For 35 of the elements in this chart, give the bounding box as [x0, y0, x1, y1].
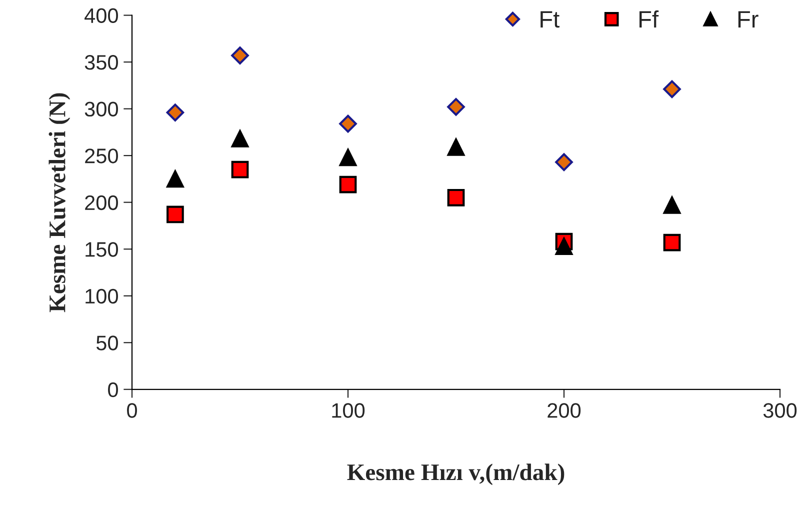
point	[663, 196, 681, 214]
point	[231, 46, 249, 64]
point	[339, 114, 357, 133]
y-tick-label: 350	[84, 55, 118, 70]
point	[339, 176, 357, 194]
point	[339, 148, 357, 166]
point	[447, 98, 465, 116]
x-tick-label: 100	[332, 403, 365, 418]
point	[555, 153, 573, 172]
y-tick-label: 250	[85, 148, 118, 164]
y-tick-label: 400	[84, 8, 118, 24]
point	[555, 238, 573, 255]
y-tick-label: 200	[85, 195, 118, 210]
point	[447, 138, 465, 156]
point	[447, 188, 465, 206]
y-axis-title: Kesme Kuvvetleri (N)	[48, 93, 70, 312]
y-tick-label: 50	[96, 336, 118, 350]
legend-label: Ft	[540, 11, 560, 28]
point	[166, 104, 184, 122]
legend-label: Ff	[640, 10, 659, 28]
point	[231, 160, 249, 178]
y-tick-label: 150	[86, 242, 118, 257]
y-tick-label: 0	[108, 382, 118, 398]
x-tick-label: 0	[127, 403, 137, 418]
point	[231, 130, 249, 148]
point	[663, 234, 681, 252]
point	[663, 80, 681, 98]
x-axis-title: Kesme Hızı v,(m/dak)	[347, 464, 564, 486]
x-tick-label: 200	[548, 403, 581, 418]
legend-label: Fr	[738, 11, 758, 28]
y-tick-label: 300	[84, 102, 118, 117]
x-tick-label: 300	[763, 403, 797, 418]
point	[166, 170, 184, 188]
y-tick-label: 100	[86, 288, 118, 304]
point	[166, 206, 184, 224]
